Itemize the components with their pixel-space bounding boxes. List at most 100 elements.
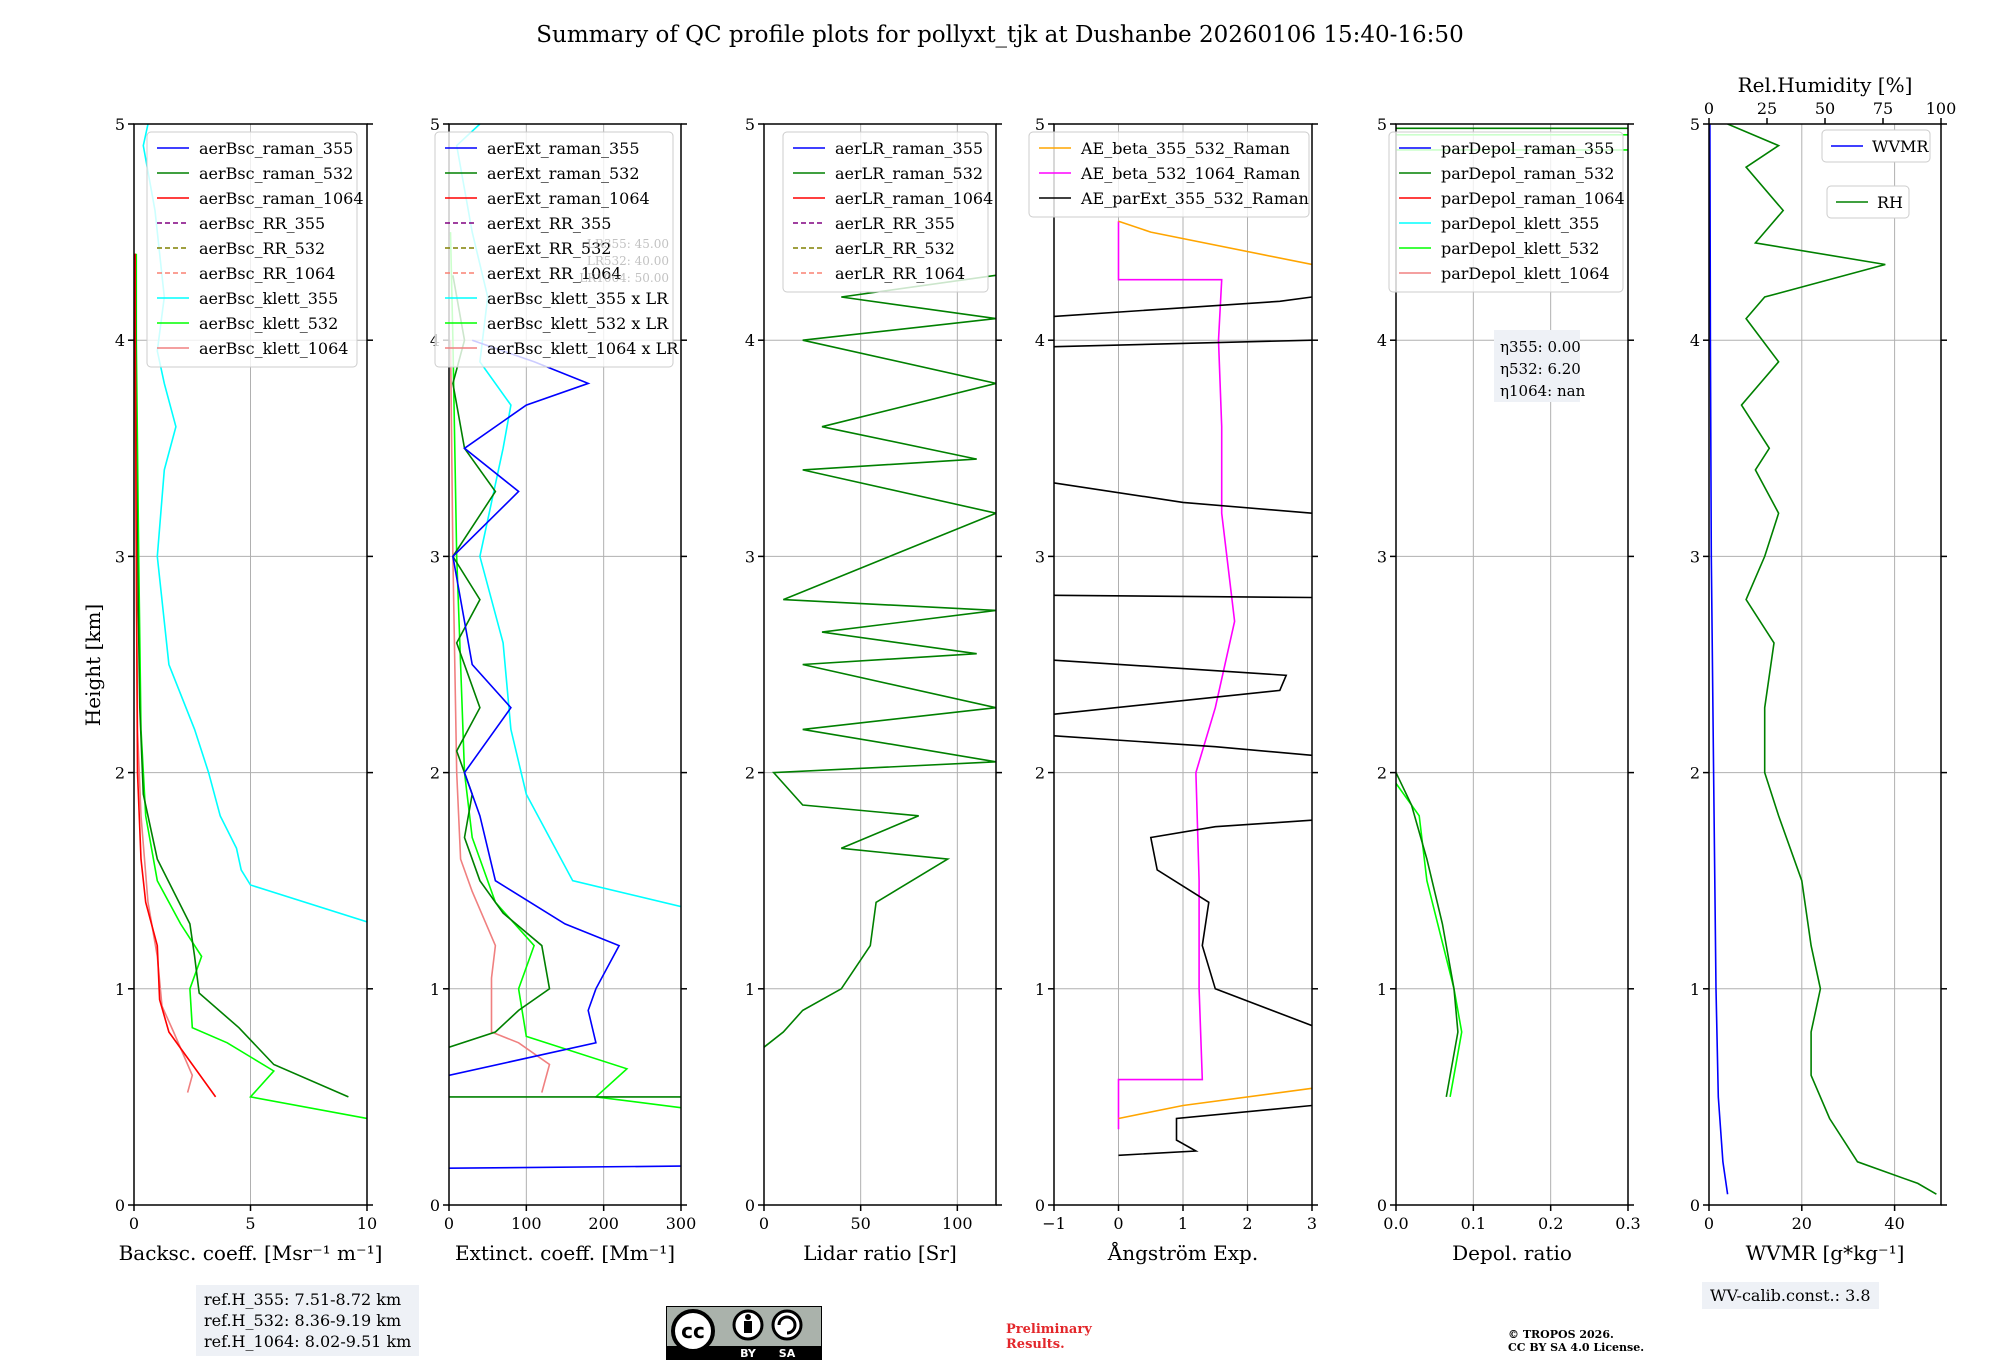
series-line-AE_beta_355_532_Raman	[1118, 220, 1312, 266]
legend-entry: aerBsc_RR_355	[199, 214, 325, 233]
legend-box	[1028, 131, 1310, 218]
panel-bsc: 0 5 10 0 1 2 3 4 5 Backsc. coeff. [Msr⁻¹ m⁻¹] aerB…	[115, 115, 383, 1265]
legend-entry: aerBsc_raman_355	[199, 139, 353, 158]
legend-entry: aerBsc_raman_1064	[199, 189, 364, 208]
series-line-parDepol_raman_532	[1396, 772, 1459, 1098]
series-line-AE_beta_355_532_Raman	[1118, 1087, 1312, 1120]
y-tick-label: 0	[745, 1196, 755, 1215]
series-line-AE_parExt_355_532_Raman	[1054, 339, 1312, 348]
y-tick-label: 1	[1377, 980, 1387, 999]
legend-entry: aerExt_raman_532	[487, 164, 640, 183]
legend-entry: WVMR	[1872, 137, 1929, 156]
panel-depol: 0.0 0.1 0.2 0.3 0 1 2 3 4 5 Depol. ratio parDepol_r…	[1377, 115, 1641, 1265]
y-tick-label: 2	[745, 764, 755, 783]
y-tick-label: 5	[745, 115, 755, 134]
legend-entry: aerExt_RR_355	[487, 214, 611, 233]
x-axis-label: WVMR [g*kg⁻¹]	[1746, 1241, 1905, 1265]
lidar-ratio-annotation: LR1064: 50.00	[579, 271, 669, 285]
legend-entry: aerBsc_klett_532 x LR	[487, 314, 669, 333]
top-axis-label: Rel.Humidity [%]	[1738, 73, 1913, 97]
x-tick-label: 0	[1704, 1214, 1714, 1233]
x-tick-label: 0.1	[1461, 1214, 1486, 1233]
y-tick-label: 3	[1035, 547, 1045, 566]
legend-box	[1821, 129, 1931, 163]
series-group	[1054, 220, 1312, 1157]
y-tick-label: 1	[1690, 980, 1700, 999]
y-tick-label: 2	[1035, 764, 1045, 783]
copyright-line-2: CC BY SA 4.0 License.	[1508, 1341, 1645, 1354]
preliminary-line-1: Preliminary	[1006, 1322, 1092, 1337]
y-tick-label: 3	[430, 547, 440, 566]
x-tick-label: 5	[245, 1214, 255, 1233]
x-tick-label: 0	[759, 1214, 769, 1233]
top-tick-label: 50	[1815, 99, 1835, 118]
y-tick-label: 2	[430, 764, 440, 783]
legend-entry: AE_parExt_355_532_Raman	[1080, 189, 1309, 208]
legend-entry: parDepol_raman_355	[1441, 139, 1614, 158]
legend-entry: aerExt_RR_532	[487, 239, 611, 258]
series-line-aerBsc_klett_1064	[134, 340, 194, 1093]
legend: aerBsc_raman_355 aerBsc_raman_532 aerBsc_r…	[146, 131, 364, 368]
y-tick-label: 3	[1377, 547, 1387, 566]
y-tick-label: 4	[1377, 331, 1387, 350]
axes-frame	[133, 123, 368, 1206]
series-line-RH	[1727, 124, 1937, 1195]
y-tick-label: 1	[745, 980, 755, 999]
legend-box	[782, 131, 989, 293]
x-axis-label: Extinct. coeff. [Mm⁻¹]	[455, 1241, 675, 1265]
panel-lr: 0 50 100 0 1 2 3 4 5 Lidar ratio [Sr] aerLR_raman_…	[745, 115, 1002, 1265]
x-tick-label: 100	[511, 1214, 542, 1233]
preliminary-line-2: Results.	[1006, 1337, 1065, 1352]
y-tick-label: 0	[115, 1196, 125, 1215]
series-line-aerBsc_klett_532	[135, 253, 367, 1120]
panel-ext: 0100200300012345Extinct. coeff. [Mm⁻¹]ae…	[430, 115, 696, 1265]
x-axis-label: Backsc. coeff. [Msr⁻¹ m⁻¹]	[119, 1241, 383, 1265]
y-tick-label: 3	[745, 547, 755, 566]
legend-entry: parDepol_klett_1064	[1441, 264, 1610, 283]
eta-box: η355: 0.00 η532: 6.20 η1064: nan	[1494, 330, 1586, 402]
x-tick-label: 0	[444, 1214, 454, 1233]
x-tick-label: 0.0	[1383, 1214, 1408, 1233]
series-line-aerBsc_klett_1064 x LR	[449, 340, 551, 1093]
x-axis-label: Ångström Exp.	[1107, 1240, 1258, 1265]
series-line-AE_parExt_355_532_Raman	[1054, 594, 1312, 599]
cc-text: cc	[681, 1319, 705, 1343]
refH-355: ref.H_355: 7.51-8.72 km	[204, 1290, 402, 1309]
x-tick-label: 1	[1178, 1214, 1188, 1233]
legend-entry: AE_beta_355_532_Raman	[1080, 139, 1290, 158]
series-line-AE_parExt_355_532_Raman	[1149, 819, 1312, 1027]
y-tick-label: 5	[1690, 115, 1700, 134]
legend-entry: aerBsc_raman_532	[199, 164, 353, 183]
series-line-aerBsc_raman_1064	[134, 253, 217, 1098]
legend-entry: aerLR_RR_532	[835, 239, 955, 258]
series-group	[134, 124, 367, 1120]
x-tick-label: 3	[1307, 1214, 1317, 1233]
legend-entry: aerExt_RR_1064	[487, 264, 622, 283]
y-tick-label: 4	[115, 331, 125, 350]
legend-entry: aerLR_raman_532	[835, 164, 983, 183]
axes-frame	[1395, 123, 1629, 1206]
lidar-ratio-annotation: LR532: 40.00	[587, 254, 669, 268]
eta-value: η355: 0.00	[1500, 338, 1581, 356]
refH-1064: ref.H_1064: 8.02-9.51 km	[204, 1332, 412, 1351]
figure-title: Summary of QC profile plots for pollyxt_…	[536, 22, 1464, 48]
legend: aerLR_raman_355 aerLR_raman_532 aerLR_rama…	[782, 131, 993, 293]
legend-entry: aerExt_raman_355	[487, 139, 640, 158]
y-tick-label: 0	[1690, 1196, 1700, 1215]
y-tick-label: 0	[430, 1196, 440, 1215]
legend-entry: aerLR_raman_355	[835, 139, 983, 158]
top-tick-label: 100	[1926, 99, 1957, 118]
top-tick-label: 0	[1704, 99, 1714, 118]
x-tick-label: 20	[1792, 1214, 1812, 1233]
series-line-aerBsc_raman_532	[134, 253, 349, 1098]
copyright-line-1: © TROPOS 2026.	[1508, 1328, 1614, 1341]
series-line-AE_parExt_355_532_Raman	[1054, 659, 1288, 715]
legend-entry: aerBsc_RR_1064	[199, 264, 335, 283]
y-tick-label: 1	[1035, 980, 1045, 999]
y-tick-label: 4	[745, 331, 755, 350]
y-tick-label: 3	[115, 547, 125, 566]
series-line-AE_parExt_355_532_Raman	[1054, 735, 1312, 757]
refH-532: ref.H_532: 8.36-9.19 km	[204, 1311, 402, 1330]
reference-height-box: ref.H_355: 7.51-8.72 km ref.H_532: 8.36-…	[196, 1285, 420, 1356]
